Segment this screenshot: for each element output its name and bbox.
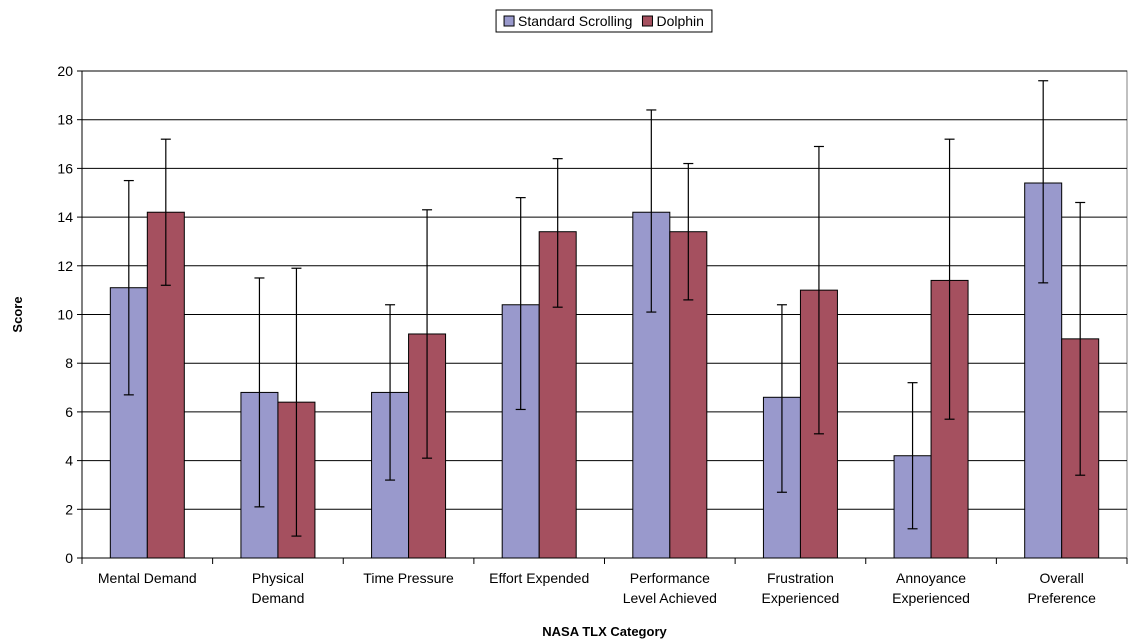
y-axis-title: Score <box>10 296 25 332</box>
y-tick-label: 8 <box>65 355 73 371</box>
error-bar <box>683 162 694 301</box>
x-tick-label: Mental Demand <box>98 570 197 586</box>
legend-swatch <box>503 15 515 27</box>
legend-swatch <box>641 15 653 27</box>
error-bar <box>160 138 171 286</box>
error-bar <box>907 382 918 530</box>
x-tick-label: Time Pressure <box>363 570 454 586</box>
y-tick-label: 12 <box>57 258 73 274</box>
error-bar <box>1075 201 1086 476</box>
error-bar <box>776 304 787 493</box>
x-tick-label: Frustration Experienced <box>762 570 840 606</box>
error-bar <box>515 197 526 411</box>
x-tick-label: Overall Preference <box>1027 570 1096 606</box>
error-bar <box>552 158 563 308</box>
y-tick-label: 2 <box>65 501 73 517</box>
error-bar <box>1038 80 1049 284</box>
error-bar <box>422 209 433 459</box>
y-tick-label: 14 <box>57 209 73 225</box>
y-tick-label: 4 <box>65 453 73 469</box>
y-tick-label: 6 <box>65 404 73 420</box>
legend-label: Dolphin <box>656 13 703 29</box>
legend-box <box>495 9 713 33</box>
error-bar <box>385 304 396 481</box>
axes: 0 2 4 6 8 10 12 14 16 18 20 Mental Demand Physical De… <box>57 63 1128 606</box>
x-axis-title: NASA TLX Category <box>542 624 667 639</box>
gridlines <box>81 70 1128 559</box>
plot-area <box>109 80 1100 559</box>
y-tick-label: 10 <box>57 307 73 323</box>
error-bar <box>944 138 955 420</box>
y-tick-label: 0 <box>65 550 73 566</box>
x-tick-label: Annoyance Experienced <box>892 570 970 606</box>
error-bar <box>291 267 302 537</box>
x-tick-label: Performance Level Achieved <box>623 570 717 606</box>
error-bar <box>646 109 657 313</box>
legend: Standard Scrolling Dolphin <box>495 9 713 33</box>
error-bar <box>254 277 265 508</box>
legend-label: Standard Scrolling <box>518 13 632 29</box>
x-tick-label: Effort Expended <box>489 570 589 586</box>
error-bar <box>123 179 134 396</box>
error-bar <box>813 145 824 435</box>
y-tick-label: 16 <box>57 160 73 176</box>
x-tick-label: Physical Demand <box>251 570 304 606</box>
y-tick-label: 20 <box>57 63 73 79</box>
y-tick-label: 18 <box>57 112 73 128</box>
